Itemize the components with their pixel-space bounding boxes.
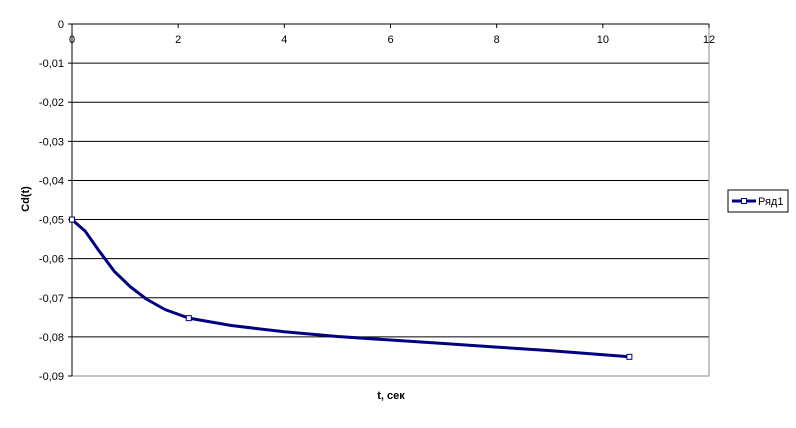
legend-box [727,189,789,213]
plot-area-frame [71,23,710,377]
y-tick-label: -0,01 [39,58,64,70]
y-tick-label: -0,04 [39,175,64,187]
y-tick-label: 0 [58,19,64,31]
y-tick-label: -0,09 [39,371,64,383]
y-tick-label: -0,05 [39,215,64,227]
y-tick-label: -0,02 [39,97,64,109]
x-tick-label: 2 [175,34,181,46]
series-line [71,218,630,359]
x-tick-label: 6 [387,34,393,46]
series-marker [185,315,192,322]
y-tick-label: -0,03 [39,136,64,148]
series-layer [69,216,633,360]
y-tick-label: -0,08 [39,332,64,344]
grid-layer [71,23,710,377]
y-tick-label: -0,06 [39,254,64,266]
series-marker [626,353,633,360]
x-tick-label: 10 [597,34,609,46]
x-axis-title: t, сек [377,390,405,402]
x-tick-label: 0 [69,34,75,46]
series-marker [69,216,75,223]
legend-marker-swatch [741,198,747,204]
legend: Ряд1 [727,189,789,213]
x-tick-label: 4 [281,34,287,46]
y-axis-title: Cd(t) [20,186,32,212]
x-tick-label: 12 [703,34,715,46]
axis-layer: 0 -0,01 -0,02 -0,03 -0,04 -0,05 -0,06 -0,07 -0,0… [39,19,715,383]
x-tick-label: 8 [494,34,500,46]
y-tick-label: -0,07 [39,293,64,305]
legend-entry-label: Ряд1 [758,196,783,208]
